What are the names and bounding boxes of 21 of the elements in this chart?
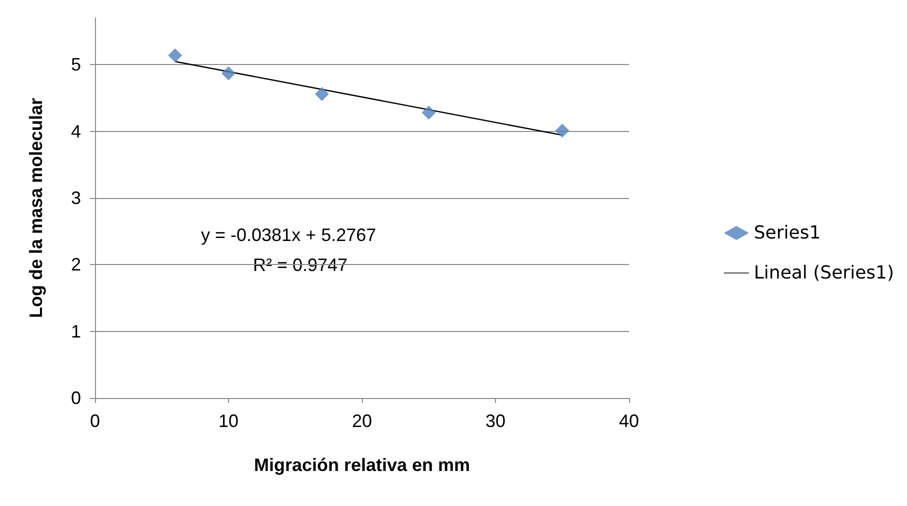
x-tick-label: 30 bbox=[485, 411, 506, 431]
point bbox=[422, 106, 436, 120]
point bbox=[222, 66, 236, 80]
x-tick-label: 40 bbox=[618, 411, 640, 431]
point bbox=[168, 48, 182, 62]
y-tick-label: 3 bbox=[70, 188, 81, 208]
legend-label: Series1 bbox=[754, 222, 821, 244]
legend-label: Lineal (Series1) bbox=[754, 262, 894, 284]
y-tick-label: 0 bbox=[70, 388, 81, 408]
x-tick-label: 10 bbox=[218, 411, 239, 431]
x-tick-label: 20 bbox=[352, 411, 372, 431]
y-tick-label: 5 bbox=[70, 54, 81, 75]
annotation: y = -0.0381x + 5.2767 bbox=[201, 225, 376, 245]
y-tick-label: 2 bbox=[70, 254, 81, 275]
x-tick-label: 0 bbox=[90, 411, 100, 431]
point bbox=[555, 124, 570, 138]
y-tick-label: 4 bbox=[70, 121, 81, 142]
y-tick-label: 1 bbox=[70, 321, 81, 342]
x-axis-title: Migración relativa en mm bbox=[254, 455, 470, 475]
y-axis-title: Log de la masa molecular bbox=[26, 98, 46, 318]
point bbox=[314, 87, 329, 101]
